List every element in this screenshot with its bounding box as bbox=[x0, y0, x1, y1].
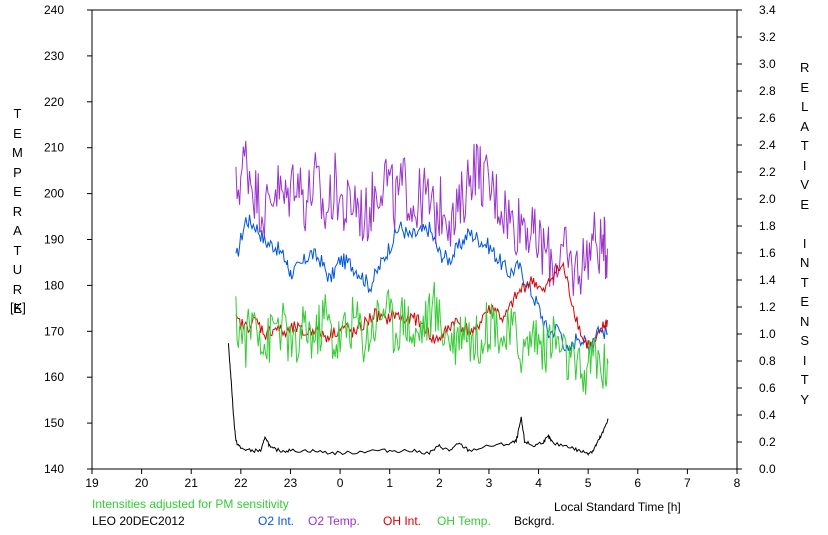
legend-item: OH Temp. bbox=[437, 514, 491, 528]
y-right-tick-label: 2.8 bbox=[759, 84, 776, 98]
series-line bbox=[235, 281, 609, 395]
x-tick-label: 0 bbox=[337, 476, 344, 490]
x-axis-label: Local Standard Time [h] bbox=[554, 500, 681, 514]
y-left-tick-label: 220 bbox=[44, 95, 64, 109]
x-tick-label: 6 bbox=[634, 476, 641, 490]
y-right-tick-label: 0.8 bbox=[759, 354, 776, 368]
series-line bbox=[235, 140, 609, 296]
x-tick-label: 20 bbox=[135, 476, 149, 490]
y-left-tick-label: 230 bbox=[44, 49, 64, 63]
legend-item: OH Int. bbox=[383, 514, 422, 528]
legend-item: Bckgrd. bbox=[514, 514, 555, 528]
y-left-tick-label: 140 bbox=[44, 462, 64, 476]
y-left-tick-label: 200 bbox=[44, 187, 64, 201]
legend-item: O2 Temp. bbox=[308, 514, 360, 528]
x-tick-label: 19 bbox=[85, 476, 99, 490]
x-tick-label: 7 bbox=[684, 476, 691, 490]
y-right-tick-label: 1.0 bbox=[759, 327, 776, 341]
y-right-tick-label: 0.4 bbox=[759, 408, 776, 422]
y-right-tick-label: 0.0 bbox=[759, 462, 776, 476]
y-right-tick-label: 2.0 bbox=[759, 192, 776, 206]
y-left-tick-label: 150 bbox=[44, 416, 64, 430]
y-right-tick-label: 3.0 bbox=[759, 57, 776, 71]
y-left-tick-label: 180 bbox=[44, 278, 64, 292]
y-right-tick-label: 3.4 bbox=[759, 3, 776, 17]
x-tick-label: 1 bbox=[386, 476, 393, 490]
y-left-tick-label: 170 bbox=[44, 324, 64, 338]
x-tick-label: 22 bbox=[234, 476, 248, 490]
y-right-tick-label: 3.2 bbox=[759, 30, 776, 44]
y-right-tick-label: 1.4 bbox=[759, 273, 776, 287]
series-line bbox=[227, 343, 609, 456]
y-right-tick-label: 2.4 bbox=[759, 138, 776, 152]
y-right-tick-label: 2.2 bbox=[759, 165, 776, 179]
y-right-tick-label: 0.2 bbox=[759, 435, 776, 449]
x-tick-label: 2 bbox=[436, 476, 443, 490]
plot-frame bbox=[91, 9, 738, 470]
x-tick-label: 3 bbox=[486, 476, 493, 490]
y-right-tick-label: 1.2 bbox=[759, 300, 776, 314]
series-line bbox=[235, 214, 609, 354]
x-tick-label: 5 bbox=[585, 476, 592, 490]
y-left-tick-label: 160 bbox=[44, 370, 64, 384]
station-label: LEO 20DEC2012 bbox=[92, 514, 185, 528]
legend-item: O2 Int. bbox=[258, 514, 295, 528]
left-axis-unit: [K] bbox=[10, 300, 26, 315]
y-right-tick-label: 2.6 bbox=[759, 111, 776, 125]
x-tick-label: 8 bbox=[734, 476, 741, 490]
x-tick-label: 23 bbox=[284, 476, 298, 490]
note-text: Intensities adjusted for PM sensitivity bbox=[92, 497, 289, 511]
y-left-tick-label: 190 bbox=[44, 233, 64, 247]
y-right-tick-label: 1.8 bbox=[759, 219, 776, 233]
y-left-tick-label: 240 bbox=[44, 3, 64, 17]
x-tick-label: 4 bbox=[535, 476, 542, 490]
y-left-tick-label: 210 bbox=[44, 141, 64, 155]
y-right-tick-label: 1.6 bbox=[759, 246, 776, 260]
x-tick-label: 21 bbox=[185, 476, 199, 490]
y-right-tick-label: 0.6 bbox=[759, 381, 776, 395]
